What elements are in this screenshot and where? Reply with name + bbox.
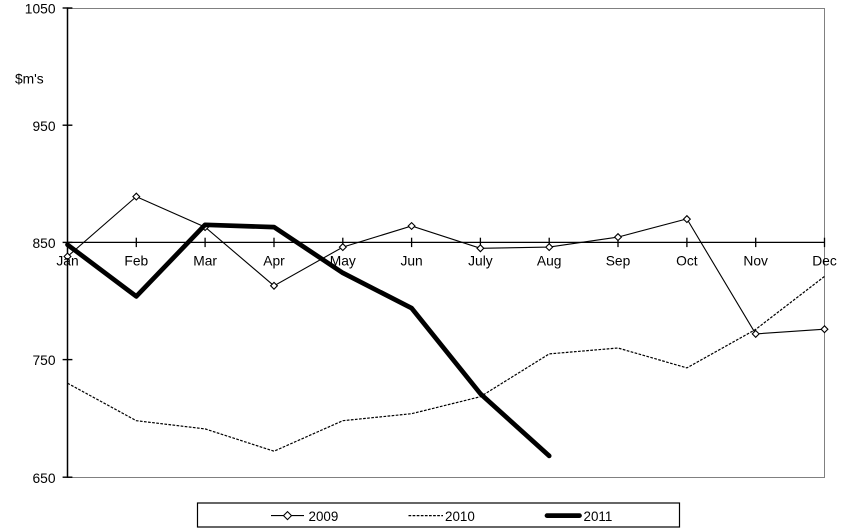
svg-text:Dec: Dec	[812, 254, 837, 269]
svg-text:2009: 2009	[309, 509, 339, 524]
svg-text:Jun: Jun	[400, 254, 422, 269]
svg-text:Jan: Jan	[56, 254, 78, 269]
svg-text:Mar: Mar	[193, 254, 217, 269]
svg-text:Sep: Sep	[606, 254, 631, 269]
svg-text:Nov: Nov	[743, 254, 768, 269]
svg-text:Apr: Apr	[263, 254, 285, 269]
svg-text:May: May	[330, 254, 356, 269]
svg-text:750: 750	[32, 353, 55, 368]
svg-text:2010: 2010	[445, 509, 475, 524]
svg-text:650: 650	[32, 471, 55, 486]
svg-text:Aug: Aug	[537, 254, 562, 269]
svg-text:July: July	[468, 254, 493, 269]
svg-text:2011: 2011	[584, 509, 613, 524]
svg-text:1050: 1050	[25, 2, 56, 17]
svg-text:$m's: $m's	[15, 72, 44, 87]
svg-text:Feb: Feb	[124, 254, 148, 269]
svg-text:850: 850	[32, 236, 55, 251]
svg-text:950: 950	[32, 119, 55, 134]
svg-text:Oct: Oct	[676, 254, 698, 269]
